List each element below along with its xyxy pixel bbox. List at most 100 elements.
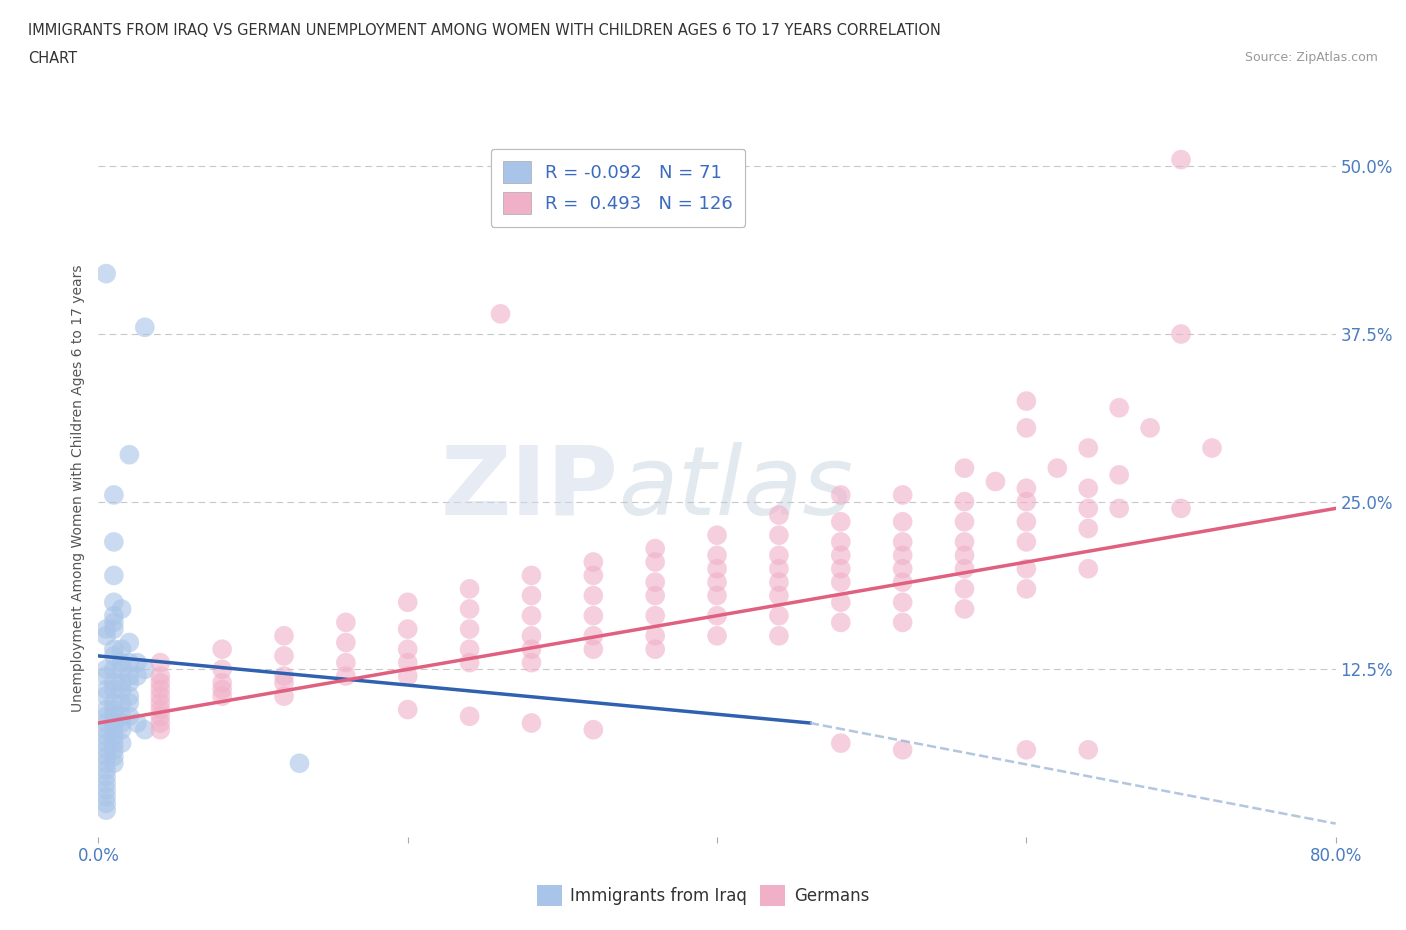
Legend: R = -0.092   N = 71, R =  0.493   N = 126: R = -0.092 N = 71, R = 0.493 N = 126 (491, 149, 745, 227)
Point (149, 689, 172, 704)
Point (1108, 468, 1130, 483)
Point (644, 575, 666, 590)
Point (830, 575, 852, 590)
Point (706, 548, 728, 563)
Point (830, 535, 852, 550)
Point (582, 588, 605, 603)
Point (273, 689, 295, 704)
Point (111, 715, 134, 730)
Point (103, 682, 125, 697)
Point (103, 709, 125, 724)
Point (1108, 400, 1130, 415)
Point (458, 581, 481, 596)
Point (1077, 742, 1099, 757)
Point (768, 588, 790, 603)
Point (149, 715, 172, 730)
Point (891, 562, 914, 577)
Point (520, 608, 543, 623)
Point (830, 615, 852, 630)
Point (458, 656, 481, 671)
Point (830, 514, 852, 529)
Point (149, 669, 172, 684)
Point (111, 656, 134, 671)
Point (1077, 521, 1099, 536)
Point (768, 508, 790, 523)
Point (103, 662, 125, 677)
Point (1201, 441, 1223, 456)
Point (396, 702, 419, 717)
Point (111, 709, 134, 724)
Point (211, 642, 233, 657)
Point (644, 608, 666, 623)
Point (111, 696, 134, 711)
Text: ZIP: ZIP (440, 442, 619, 535)
Point (103, 487, 125, 502)
Point (644, 541, 666, 556)
Point (1077, 562, 1099, 577)
Point (96, 702, 118, 717)
Point (103, 568, 125, 583)
Point (1015, 742, 1038, 757)
Point (768, 548, 790, 563)
Point (706, 575, 728, 590)
Point (396, 621, 419, 636)
Point (118, 635, 141, 650)
Point (830, 548, 852, 563)
Point (127, 669, 149, 684)
Point (768, 575, 790, 590)
Point (127, 656, 149, 671)
Point (96, 729, 118, 744)
Point (96, 769, 118, 784)
Point (111, 723, 134, 737)
Point (891, 535, 914, 550)
Point (1139, 420, 1161, 435)
Point (96, 682, 118, 697)
Point (103, 642, 125, 657)
Point (103, 742, 125, 757)
Point (103, 535, 125, 550)
Point (335, 615, 357, 630)
Text: CHART: CHART (28, 51, 77, 66)
Point (103, 675, 125, 690)
Point (149, 723, 172, 737)
Point (830, 736, 852, 751)
Point (458, 642, 481, 657)
Point (768, 562, 790, 577)
Point (644, 588, 666, 603)
Point (96, 763, 118, 777)
Point (111, 642, 134, 657)
Point (103, 648, 125, 663)
Point (103, 715, 125, 730)
Point (768, 608, 790, 623)
Point (458, 621, 481, 636)
Point (273, 675, 295, 690)
Point (520, 656, 543, 671)
Point (103, 615, 125, 630)
Point (96, 796, 118, 811)
Point (118, 689, 141, 704)
Point (211, 662, 233, 677)
Point (103, 696, 125, 711)
Point (103, 756, 125, 771)
Point (111, 736, 134, 751)
Point (118, 447, 141, 462)
Point (1015, 581, 1038, 596)
Point (396, 642, 419, 657)
Point (706, 527, 728, 542)
Point (953, 562, 976, 577)
Point (953, 494, 976, 509)
Point (335, 656, 357, 671)
Point (211, 675, 233, 690)
Point (582, 723, 605, 737)
Text: Source: ZipAtlas.com: Source: ZipAtlas.com (1244, 51, 1378, 64)
Point (953, 460, 976, 475)
Point (211, 689, 233, 704)
Point (111, 602, 134, 617)
Point (1015, 481, 1038, 496)
Point (134, 723, 156, 737)
Point (149, 696, 172, 711)
Point (127, 715, 149, 730)
Point (288, 756, 311, 771)
Point (96, 621, 118, 636)
Point (520, 642, 543, 657)
